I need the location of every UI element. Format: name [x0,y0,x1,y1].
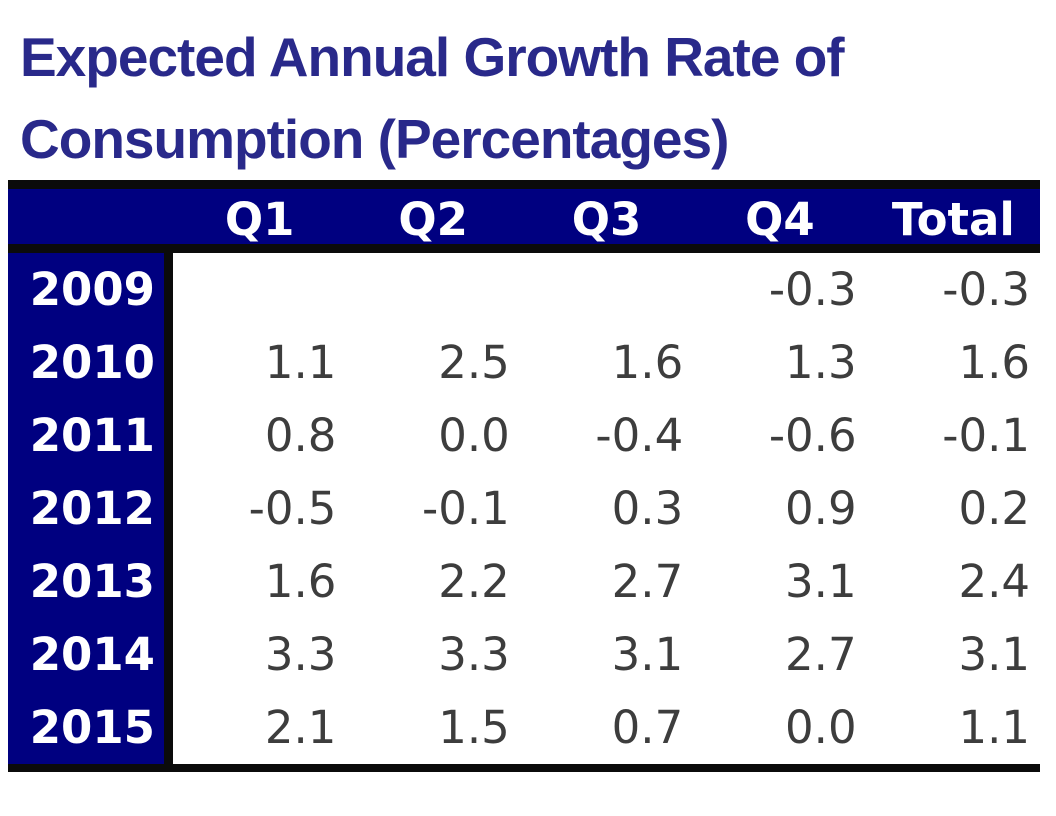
data-cell: -0.1 [942,409,1031,462]
data-cell: 3.1 [958,628,1031,681]
data-cell: -0.5 [248,482,337,535]
year-label-2010: 2010 [29,336,155,389]
data-cell: 2.2 [438,555,510,608]
page-title: Expected Annual Growth Rate of Consumpti… [20,16,845,180]
table-row-2010: 1.1 2.5 1.6 1.3 1.6 [173,326,1040,399]
data-cell: -0.1 [422,482,510,535]
data-cell: 1.6 [611,336,684,389]
data-cell: 0.8 [264,409,337,462]
column-header-q1: Q1 [224,193,295,246]
table-row-2012: -0.5 -0.1 0.3 0.9 0.2 [173,472,1040,545]
data-cell: 1.6 [264,555,337,608]
year-label-2011: 2011 [29,409,155,462]
data-cell: 1.3 [785,336,857,389]
data-cell: -0.3 [942,263,1031,316]
growth-rate-table: Q1 Q2 Q3 Q4 Total 2009 2010 2011 2012 20… [8,180,1040,772]
data-cell: 1.6 [958,336,1031,389]
data-cell: 0.3 [611,482,684,535]
year-column: 2009 2010 2011 2012 2013 2014 2015 [8,253,173,764]
title-line-2: Consumption (Percentages) [20,108,729,170]
table-row-2014: 3.3 3.3 3.1 2.7 3.1 [173,618,1040,691]
data-cell: -0.6 [768,409,857,462]
data-cell: 3.1 [611,628,684,681]
year-label-2014: 2014 [29,628,155,681]
data-cell: 2.1 [264,701,337,754]
data-area: -0.3 -0.3 1.1 2.5 1.6 1.3 1.6 0.8 0.0 -0… [173,253,1040,764]
data-cell: 0.7 [611,701,684,754]
table-row-2015: 2.1 1.5 0.7 0.0 1.1 [173,691,1040,764]
data-cell: 2.5 [438,336,510,389]
header-corner-cell [8,189,173,244]
column-header-total: Total [891,193,1015,246]
table-row-2011: 0.8 0.0 -0.4 -0.6 -0.1 [173,399,1040,472]
table-header-row: Q1 Q2 Q3 Q4 Total [8,189,1040,253]
table-row-2009: -0.3 -0.3 [173,253,1040,326]
data-cell: 0.9 [785,482,857,535]
data-cell: 2.7 [785,628,857,681]
data-cell [520,253,693,326]
column-header-q3: Q3 [571,193,642,246]
data-cell: -0.4 [595,409,684,462]
table-body: 2009 2010 2011 2012 2013 2014 2015 -0.3 … [8,253,1040,764]
data-cell: 3.3 [438,628,510,681]
data-cell: 2.7 [611,555,684,608]
year-label-2009: 2009 [29,263,155,316]
data-cell: 1.1 [264,336,337,389]
column-header-q2: Q2 [398,193,468,246]
table-row-2013: 1.6 2.2 2.7 3.1 2.4 [173,545,1040,618]
column-header-q4: Q4 [745,193,815,246]
data-cell: 0.0 [438,409,510,462]
data-cell [346,253,519,326]
year-label-2012: 2012 [29,482,155,535]
data-cell: 1.1 [958,701,1031,754]
year-label-2015: 2015 [29,701,155,754]
data-cell: 3.1 [785,555,857,608]
data-cell: 1.5 [438,701,510,754]
data-cell: 2.4 [958,555,1031,608]
year-label-2013: 2013 [29,555,155,608]
data-cell: 0.0 [785,701,857,754]
title-line-1: Expected Annual Growth Rate of [20,26,845,88]
data-cell: 3.3 [264,628,337,681]
data-cell: -0.3 [768,263,857,316]
data-cell [173,253,346,326]
data-cell: 0.2 [958,482,1031,535]
